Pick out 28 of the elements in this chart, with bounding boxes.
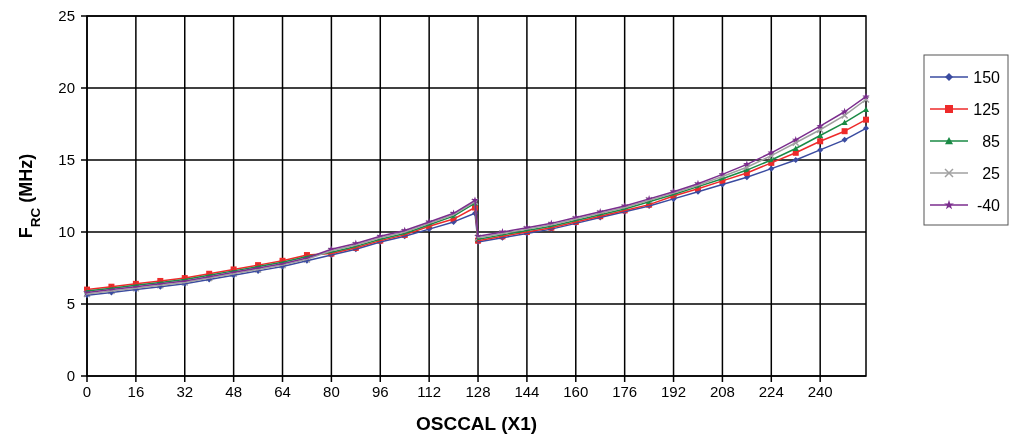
legend-label: 125 <box>973 100 1001 118</box>
x-tick-label: 48 <box>225 383 242 400</box>
x-tick-label: 176 <box>612 383 638 400</box>
legend-label: 150 <box>973 68 1001 86</box>
x-tick-label: 144 <box>514 383 540 400</box>
x-tick-label: 192 <box>661 383 687 400</box>
x-tick-label: 64 <box>274 383 291 400</box>
x-tick-label: 16 <box>127 383 145 400</box>
x-tick-label: 240 <box>807 383 833 400</box>
x-tick-label: 96 <box>371 383 389 400</box>
y-tick-label: 10 <box>58 223 75 241</box>
x-tick-label: 224 <box>758 383 784 400</box>
x-tick-label: 0 <box>82 383 92 400</box>
y-tick-label: 5 <box>66 295 75 313</box>
x-tick-label: 32 <box>176 383 194 400</box>
y-tick-label: 15 <box>58 151 75 169</box>
x-tick-label: 128 <box>465 383 491 400</box>
legend-label: 85 <box>982 132 1001 150</box>
y-tick-label: 20 <box>58 79 75 97</box>
x-axis-title: OSCCAL (X1) <box>415 413 538 434</box>
x-tick-label: 160 <box>563 383 589 400</box>
legend-label: 25 <box>982 164 1001 182</box>
y-tick-label: 0 <box>66 367 75 385</box>
x-tick-label: 80 <box>323 383 340 400</box>
x-tick-label: 208 <box>709 383 735 400</box>
legend-label: -40 <box>976 196 1001 214</box>
x-tick-label: 112 <box>417 383 442 400</box>
y-tick-label: 25 <box>58 7 75 25</box>
